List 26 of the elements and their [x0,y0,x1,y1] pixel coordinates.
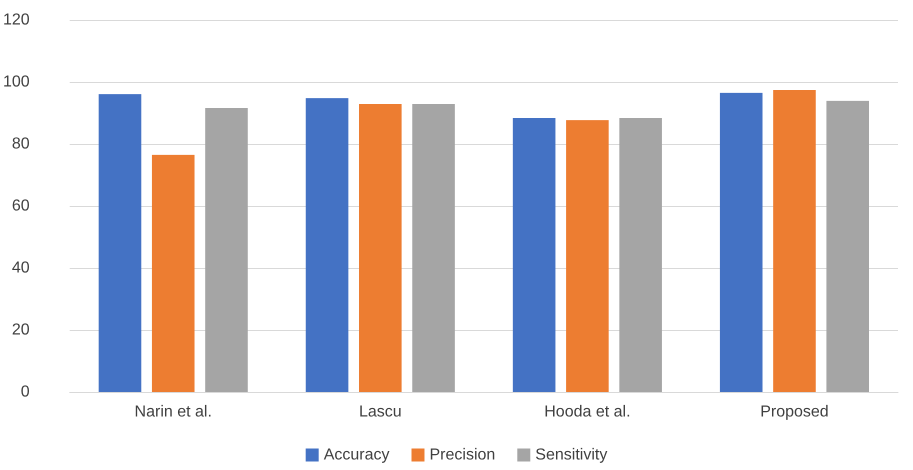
y-tick-label: 20 [12,322,30,338]
bar [412,104,455,392]
bar [826,100,870,392]
bar [619,118,662,392]
x-tick-label: Narin et al. [134,404,212,420]
y-tick-label: 40 [12,260,30,276]
x-tick-label: Proposed [760,404,829,420]
bar [98,94,142,392]
legend-label: Accuracy [324,446,390,464]
bar [205,108,248,392]
bar [720,92,763,392]
bar [359,104,402,392]
legend-label: Precision [429,446,496,464]
bar [306,98,348,392]
y-tick-label: 0 [20,384,30,400]
y-tick-label: 100 [2,74,30,90]
y-tick-label: 120 [2,12,30,28]
y-tick-label: 80 [12,136,30,152]
x-tick-label: Hooda et al. [544,404,631,420]
bar [773,90,816,392]
legend-label: Sensitivity [535,446,608,464]
bar [152,154,195,392]
bar [512,118,556,392]
x-tick-label: Lascu [358,404,402,420]
bar [566,120,609,392]
y-tick-label: 60 [12,198,30,214]
